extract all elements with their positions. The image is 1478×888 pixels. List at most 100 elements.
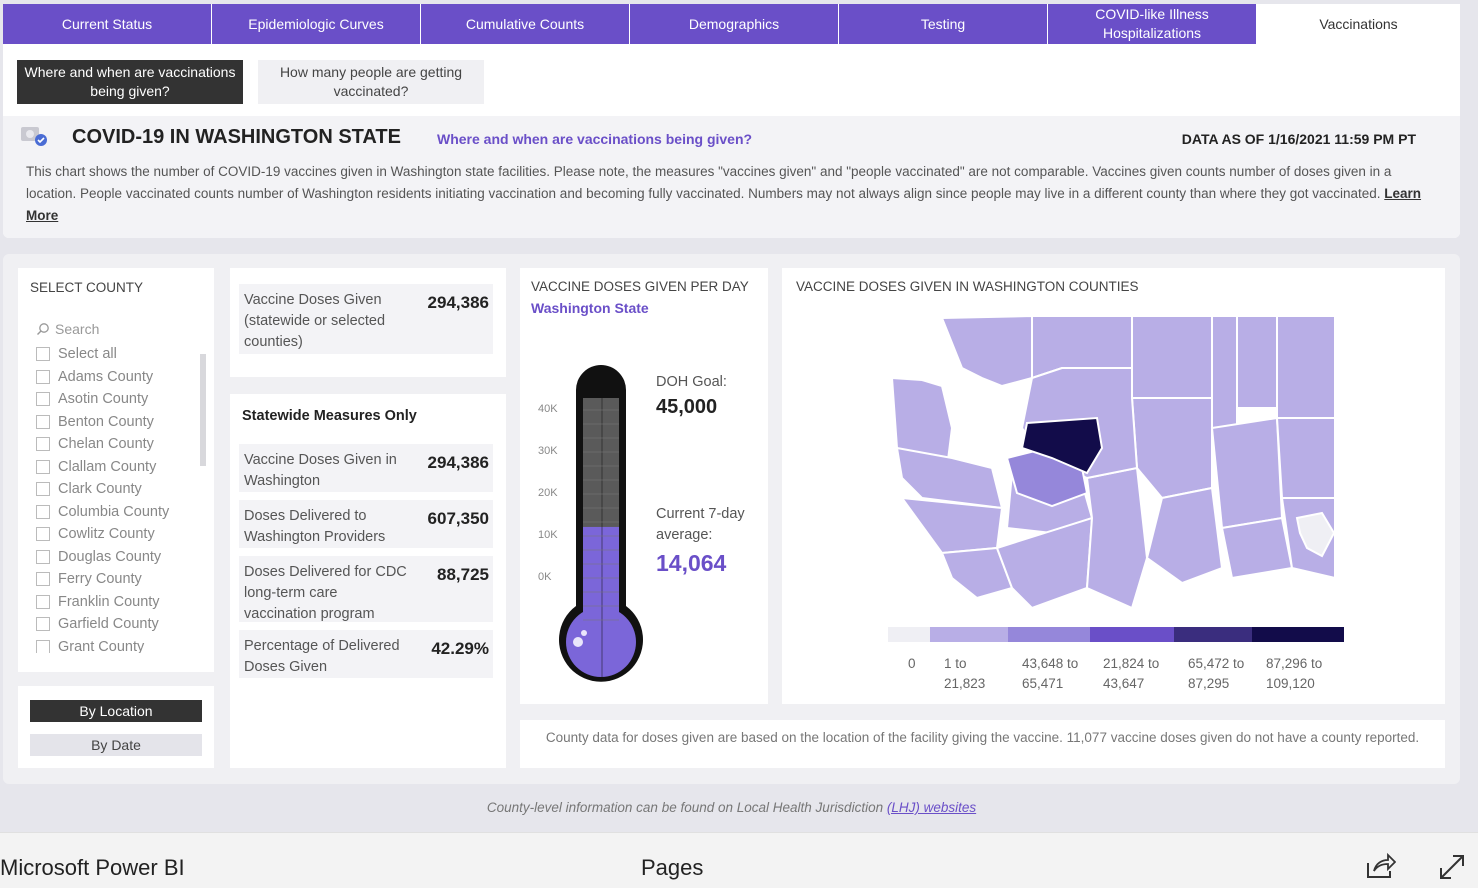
county-item[interactable]: Clark County bbox=[36, 478, 206, 501]
checkbox[interactable] bbox=[36, 639, 50, 653]
kpi-value: 607,350 bbox=[427, 509, 489, 528]
checkbox[interactable] bbox=[36, 459, 50, 474]
doses-per-day-card: VACCINE DOSES GIVEN PER DAY Washington S… bbox=[520, 268, 768, 704]
tab-demographics[interactable]: Demographics bbox=[630, 4, 838, 44]
legend-label: 65,472 to 87,295 bbox=[1188, 656, 1245, 691]
tick-label: 20K bbox=[538, 487, 558, 499]
county-data-note-card: County data for doses given are based on… bbox=[520, 720, 1445, 768]
county-item[interactable]: Clallam County bbox=[36, 456, 206, 479]
by-location-button[interactable]: By Location bbox=[30, 700, 202, 722]
county-item[interactable]: Benton County bbox=[36, 411, 206, 434]
county-shape-no-data bbox=[1295, 511, 1336, 558]
legend-swatch bbox=[1008, 627, 1090, 642]
county-list: Select all Adams County Asotin County Be… bbox=[36, 343, 206, 653]
county-item[interactable]: Grant County bbox=[36, 636, 206, 653]
county-list-scrollbar[interactable] bbox=[200, 354, 206, 466]
checkbox[interactable] bbox=[36, 617, 50, 632]
tab-hospitalizations[interactable]: COVID-like Illness Hospitalizations bbox=[1048, 4, 1256, 44]
checkbox[interactable] bbox=[36, 527, 50, 542]
county-item[interactable]: Douglas County bbox=[36, 546, 206, 569]
county-item[interactable]: Chelan County bbox=[36, 433, 206, 456]
kpi-row: Vaccine Doses Given (statewide or select… bbox=[239, 284, 493, 354]
legend-label: 1 to 21,823 bbox=[944, 656, 986, 691]
county-search-input[interactable]: Search bbox=[36, 321, 99, 337]
county-shape bbox=[940, 546, 1014, 600]
average-label: Current 7-day average: bbox=[656, 506, 745, 543]
lhj-websites-link[interactable]: (LHJ) websites bbox=[886, 800, 977, 815]
county-shape bbox=[940, 314, 1033, 388]
county-label: Grant County bbox=[58, 638, 145, 653]
county-label: Clark County bbox=[58, 481, 142, 498]
checkbox[interactable] bbox=[36, 504, 50, 519]
tab-epidemiologic-curves[interactable]: Epidemiologic Curves bbox=[212, 4, 420, 44]
county-shape bbox=[1145, 486, 1224, 585]
search-icon bbox=[37, 323, 49, 335]
county-filter-title: SELECT COUNTY bbox=[30, 280, 144, 295]
share-icon[interactable] bbox=[1364, 851, 1396, 881]
report-tab-bar: Current Status Epidemiologic Curves Cumu… bbox=[3, 4, 1460, 44]
goal-value: 45,000 bbox=[656, 396, 718, 418]
county-item[interactable]: Cowlitz County bbox=[36, 523, 206, 546]
county-item[interactable]: Garfield County bbox=[36, 613, 206, 636]
kpi-row: Doses Delivered to Washington Providers … bbox=[239, 500, 493, 548]
checkbox[interactable] bbox=[36, 392, 50, 407]
tab-cumulative-counts[interactable]: Cumulative Counts bbox=[421, 4, 629, 44]
checkbox[interactable] bbox=[36, 369, 50, 384]
county-item[interactable]: Columbia County bbox=[36, 501, 206, 524]
page-subtitle: Where and when are vaccinations being gi… bbox=[437, 131, 753, 147]
checkbox[interactable] bbox=[36, 414, 50, 429]
county-item-select-all[interactable]: Select all bbox=[36, 343, 206, 366]
legend-swatch bbox=[1252, 627, 1344, 642]
expand-icon[interactable] bbox=[1436, 851, 1468, 883]
legend-label: 21,824 to 43,647 bbox=[1103, 656, 1160, 691]
map-title: VACCINE DOSES GIVEN IN WASHINGTON COUNTI… bbox=[796, 279, 1139, 294]
learn-more-link[interactable]: Learn More bbox=[26, 186, 1422, 223]
view-mode-card: By Location By Date bbox=[18, 686, 214, 768]
washington-county-map bbox=[890, 314, 1336, 610]
tab-testing[interactable]: Testing bbox=[839, 4, 1047, 44]
checkbox[interactable] bbox=[36, 347, 50, 362]
county-label: Columbia County bbox=[58, 503, 170, 520]
county-item[interactable]: Adams County bbox=[36, 366, 206, 389]
county-item[interactable]: Asotin County bbox=[36, 388, 206, 411]
county-map-card: VACCINE DOSES GIVEN IN WASHINGTON COUNTI… bbox=[782, 268, 1445, 704]
header-card: Where and when are vaccinations being gi… bbox=[3, 44, 1460, 238]
average-value: 14,064 bbox=[656, 550, 727, 576]
county-filter-card: SELECT COUNTY Search Select all Adams Co… bbox=[18, 268, 214, 672]
kpi-label: Vaccine Doses Given in Washington bbox=[244, 452, 397, 489]
county-shape bbox=[1236, 315, 1278, 409]
thermometer-highlight bbox=[573, 637, 583, 647]
county-shape bbox=[899, 496, 1004, 555]
kpi-row: Percentage of Delivered Doses Given 42.2… bbox=[239, 630, 493, 678]
description-text: This chart shows the number of COVID-19 … bbox=[26, 161, 1431, 227]
county-label: Douglas County bbox=[58, 548, 162, 565]
checkbox[interactable] bbox=[36, 549, 50, 564]
county-label: Chelan County bbox=[58, 436, 154, 453]
pages-button[interactable]: Pages bbox=[641, 855, 704, 880]
by-date-button[interactable]: By Date bbox=[30, 734, 202, 756]
legend-swatch bbox=[930, 627, 1008, 642]
checkbox[interactable] bbox=[36, 482, 50, 497]
power-bi-brand: Microsoft Power BI bbox=[0, 855, 185, 880]
county-label: Cowlitz County bbox=[58, 526, 155, 543]
county-item[interactable]: Franklin County bbox=[36, 591, 206, 614]
where-when-button[interactable]: Where and when are vaccinations being gi… bbox=[17, 60, 243, 104]
legend-label: 0 bbox=[908, 656, 916, 671]
how-many-button[interactable]: How many people are getting vaccinated? bbox=[258, 60, 484, 104]
county-label: Benton County bbox=[58, 413, 154, 430]
kpi-value: 42.29% bbox=[431, 639, 489, 658]
info-banner: COVID-19 IN WASHINGTON STATE Where and w… bbox=[3, 116, 1460, 238]
checkbox[interactable] bbox=[36, 572, 50, 587]
tab-vaccinations[interactable]: Vaccinations bbox=[1257, 4, 1460, 44]
page-title: COVID-19 IN WASHINGTON STATE bbox=[72, 126, 401, 148]
data-as-of-label: DATA AS OF 1/16/2021 11:59 PM PT bbox=[1181, 131, 1416, 147]
kpi-value: 294,386 bbox=[427, 453, 489, 472]
thermometer-highlight bbox=[581, 630, 587, 636]
county-label: Garfield County bbox=[58, 616, 159, 633]
tick-label: 30K bbox=[538, 445, 558, 457]
checkbox[interactable] bbox=[36, 594, 50, 609]
checkbox[interactable] bbox=[36, 437, 50, 452]
county-item[interactable]: Ferry County bbox=[36, 568, 206, 591]
tab-current-status[interactable]: Current Status bbox=[3, 4, 211, 44]
thermometer-divider bbox=[601, 398, 603, 677]
